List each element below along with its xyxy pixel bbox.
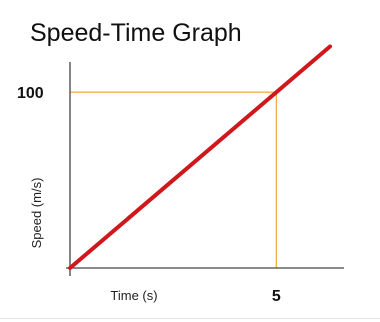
guide-lines xyxy=(70,91,278,268)
x-axis-label: Time (s) xyxy=(110,288,157,303)
chart-title: Speed-Time Graph xyxy=(30,19,242,47)
y-axis-label: Speed (m/s) xyxy=(29,178,44,249)
series-layer xyxy=(68,44,332,270)
series-line xyxy=(68,44,332,270)
bottom-divider xyxy=(0,318,380,319)
x-tick-label: 5 xyxy=(272,288,281,305)
tick-labels: 100 5 xyxy=(17,85,281,305)
y-tick-label: 100 xyxy=(17,85,44,102)
